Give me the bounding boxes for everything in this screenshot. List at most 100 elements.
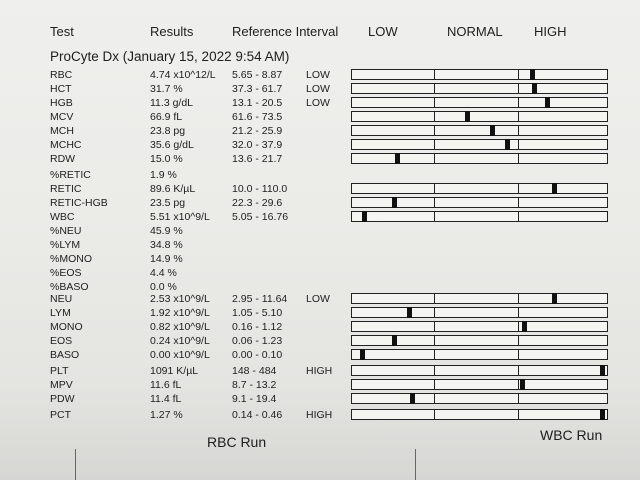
- result-value: 4.4 %: [150, 267, 177, 279]
- header-test: Test: [50, 24, 74, 39]
- result-value: 11.6 fL: [150, 379, 182, 391]
- result-value: 15.0 %: [150, 153, 183, 165]
- test-name: HGB: [50, 97, 73, 109]
- result-row: RETIC 89.6 K/µL 10.0 - 110.0: [0, 182, 640, 196]
- test-name: %RETIC: [50, 169, 91, 181]
- result-value: 35.6 g/dL: [150, 139, 194, 151]
- range-marker: [410, 393, 415, 404]
- range-divider: [518, 126, 519, 135]
- range-divider: [434, 154, 435, 163]
- result-value: 45.9 %: [150, 225, 183, 237]
- result-value: 23.8 pg: [150, 125, 186, 137]
- result-value: 2.53 x10^9/L: [150, 293, 210, 305]
- reference-interval: 13.1 - 20.5: [232, 97, 283, 109]
- range-divider: [434, 140, 435, 149]
- range-bar: [351, 409, 608, 420]
- result-row: MONO 0.82 x10^9/L 0.16 - 1.12: [0, 320, 640, 334]
- result-value: 1.92 x10^9/L: [150, 307, 210, 319]
- result-row: MCH 23.8 pg 21.2 - 25.9: [0, 124, 640, 138]
- range-bar: [351, 393, 608, 404]
- result-value: 34.8 %: [150, 239, 183, 251]
- result-value: 1.9 %: [150, 169, 177, 181]
- result-row: MCV 66.9 fL 61.6 - 73.5: [0, 110, 640, 124]
- range-divider: [518, 350, 519, 359]
- range-divider: [518, 184, 519, 193]
- result-row: %MONO 14.9 %: [0, 252, 640, 266]
- range-divider: [518, 70, 519, 79]
- header-normal: NORMAL: [447, 24, 503, 39]
- reference-interval: 0.00 - 0.10: [232, 349, 283, 361]
- result-row: NEU 2.53 x10^9/L 2.95 - 11.64 LOW: [0, 292, 640, 306]
- range-marker: [600, 409, 605, 420]
- range-marker: [532, 83, 537, 94]
- result-value: 89.6 K/µL: [150, 183, 196, 195]
- test-name: PDW: [50, 393, 75, 405]
- result-row: RBC 4.74 x10^12/L 5.65 - 8.87 LOW: [0, 68, 640, 82]
- test-name: WBC: [50, 211, 75, 223]
- range-bar: [351, 211, 608, 222]
- range-bar: [351, 321, 608, 332]
- range-marker: [600, 365, 605, 376]
- range-divider: [518, 98, 519, 107]
- wbc-run-label: WBC Run: [540, 427, 603, 443]
- result-value: 23.5 pg: [150, 197, 186, 209]
- range-divider: [434, 184, 435, 193]
- range-bar: [351, 365, 608, 376]
- result-row: HGB 11.3 g/dL 13.1 - 20.5 LOW: [0, 96, 640, 110]
- test-name: MCH: [50, 125, 74, 137]
- range-divider: [518, 322, 519, 331]
- rbc-run-axis: [75, 449, 76, 480]
- flag-label: LOW: [306, 83, 330, 95]
- range-divider: [518, 366, 519, 375]
- run-title: ProCyte Dx (January 15, 2022 9:54 AM): [50, 49, 290, 64]
- result-value: 0.24 x10^9/L: [150, 335, 210, 347]
- header-high: HIGH: [534, 24, 567, 39]
- range-marker: [522, 321, 527, 332]
- test-name: %MONO: [50, 253, 92, 265]
- range-marker: [407, 307, 412, 318]
- range-divider: [518, 84, 519, 93]
- range-divider: [434, 84, 435, 93]
- result-row: MCHC 35.6 g/dL 32.0 - 37.9: [0, 138, 640, 152]
- range-divider: [434, 336, 435, 345]
- reference-interval: 2.95 - 11.64: [232, 293, 288, 305]
- range-divider: [518, 140, 519, 149]
- reference-interval: 21.2 - 25.9: [232, 125, 283, 137]
- range-divider: [434, 98, 435, 107]
- result-row: RETIC-HGB 23.5 pg 22.3 - 29.6: [0, 196, 640, 210]
- range-bar: [351, 197, 608, 208]
- range-marker: [552, 293, 557, 304]
- result-row: PDW 11.4 fL 9.1 - 19.4: [0, 392, 640, 406]
- range-bar: [351, 349, 608, 360]
- result-row: %EOS 4.4 %: [0, 266, 640, 280]
- result-value: 11.4 fL: [150, 393, 182, 405]
- reference-interval: 0.14 - 0.46: [232, 409, 283, 421]
- result-value: 31.7 %: [150, 83, 183, 95]
- result-value: 0.82 x10^9/L: [150, 321, 210, 333]
- result-row: %LYM 34.8 %: [0, 238, 640, 252]
- result-row: EOS 0.24 x10^9/L 0.06 - 1.23: [0, 334, 640, 348]
- range-divider: [518, 154, 519, 163]
- result-row: PLT 1091 K/µL 148 - 484 HIGH: [0, 364, 640, 378]
- header-reference-interval: Reference Interval: [232, 24, 339, 39]
- reference-interval: 8.7 - 13.2: [232, 379, 277, 391]
- wbc-run-axis: [415, 449, 416, 480]
- result-row: %NEU 45.9 %: [0, 224, 640, 238]
- test-name: %NEU: [50, 225, 82, 237]
- range-divider: [434, 126, 435, 135]
- result-row: RDW 15.0 % 13.6 - 21.7: [0, 152, 640, 166]
- range-marker: [395, 153, 400, 164]
- range-marker: [362, 211, 367, 222]
- range-marker: [552, 183, 557, 194]
- result-value: 5.51 x10^9/L: [150, 211, 210, 223]
- result-row: BASO 0.00 x10^9/L 0.00 - 0.10: [0, 348, 640, 362]
- result-row: PCT 1.27 % 0.14 - 0.46 HIGH: [0, 408, 640, 422]
- reference-interval: 13.6 - 21.7: [232, 153, 283, 165]
- range-marker: [490, 125, 495, 136]
- test-name: PLT: [50, 365, 69, 377]
- result-value: 66.9 fL: [150, 111, 183, 123]
- test-name: %EOS: [50, 267, 82, 279]
- result-row: LYM 1.92 x10^9/L 1.05 - 5.10: [0, 306, 640, 320]
- test-name: RETIC: [50, 183, 82, 195]
